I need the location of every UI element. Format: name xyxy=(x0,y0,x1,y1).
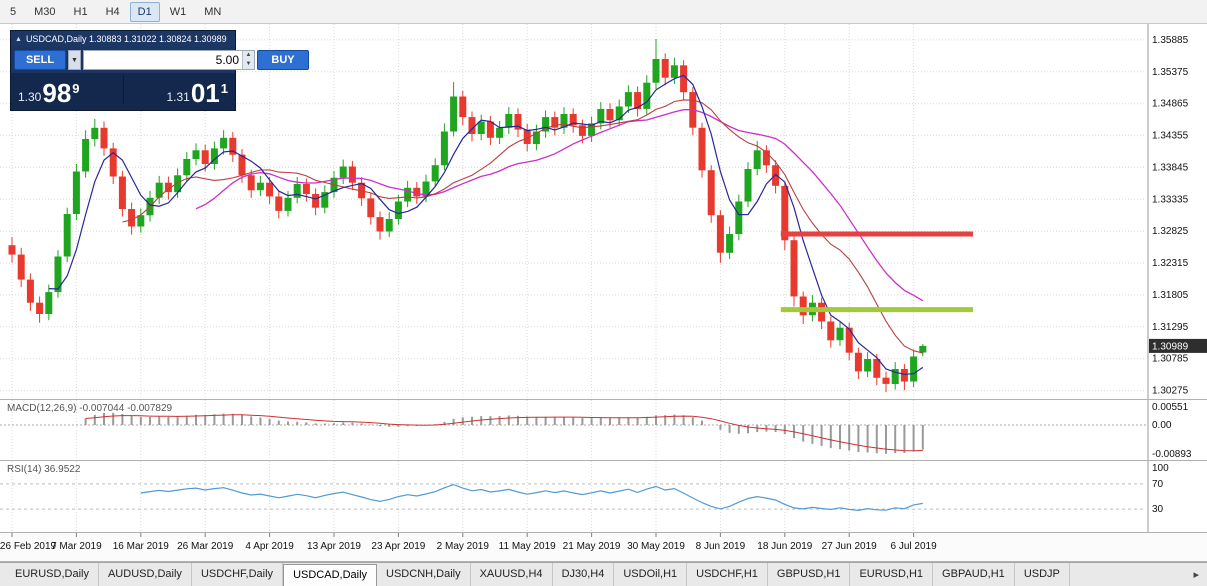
svg-text:16 Mar 2019: 16 Mar 2019 xyxy=(113,541,170,552)
svg-text:26 Feb 2019: 26 Feb 2019 xyxy=(0,541,57,552)
svg-text:1.34865: 1.34865 xyxy=(1152,99,1189,110)
one-click-trading-panel: ▲ USDCAD,Daily 1.30883 1.31022 1.30824 1… xyxy=(10,30,309,111)
tab-dj30-h4[interactable]: DJ30,H4 xyxy=(553,563,615,586)
svg-text:1.31805: 1.31805 xyxy=(1152,290,1189,301)
price-divider xyxy=(122,75,124,104)
ask-price[interactable]: 1.31 01 1 xyxy=(130,78,228,108)
volume-dropdown-icon[interactable]: ▼ xyxy=(68,50,81,70)
svg-text:27 Jun 2019: 27 Jun 2019 xyxy=(822,541,877,552)
collapse-icon[interactable]: ▲ xyxy=(15,35,22,43)
svg-text:18 Jun 2019: 18 Jun 2019 xyxy=(757,541,812,552)
tab-gbpaud-h1[interactable]: GBPAUD,H1 xyxy=(933,563,1015,586)
svg-text:21 May 2019: 21 May 2019 xyxy=(563,541,621,552)
timeframe-w1[interactable]: W1 xyxy=(162,2,195,22)
svg-text:1.30989: 1.30989 xyxy=(1152,341,1189,352)
svg-text:23 Apr 2019: 23 Apr 2019 xyxy=(371,541,425,552)
svg-text:0.00551: 0.00551 xyxy=(1152,402,1189,413)
tab-usdcad-daily[interactable]: USDCAD,Daily xyxy=(283,564,378,586)
volume-spin-down-icon[interactable]: ▼ xyxy=(245,61,252,67)
svg-text:1.33845: 1.33845 xyxy=(1152,162,1189,173)
sell-button[interactable]: SELL xyxy=(14,50,66,70)
tab-usdjp[interactable]: USDJP xyxy=(1015,563,1070,586)
timeframe-m30[interactable]: M30 xyxy=(26,2,63,22)
bid-sup: 9 xyxy=(72,81,80,96)
timeframe-mn[interactable]: MN xyxy=(196,2,229,22)
svg-text:2 May 2019: 2 May 2019 xyxy=(437,541,490,552)
svg-text:1.30275: 1.30275 xyxy=(1152,386,1189,397)
main-chart[interactable]: 1.35885 1.35375 1.34865 1.34355 1.33845 1.333… xyxy=(0,24,1207,400)
svg-text:1.34355: 1.34355 xyxy=(1152,131,1189,142)
svg-text:1.30785: 1.30785 xyxy=(1152,354,1189,365)
ask-big: 01 xyxy=(190,78,220,108)
tab-usdchf-daily[interactable]: USDCHF,Daily xyxy=(192,563,284,586)
svg-text:30 May 2019: 30 May 2019 xyxy=(627,541,685,552)
svg-text:26 Mar 2019: 26 Mar 2019 xyxy=(177,541,234,552)
tab-scroll-right-icon[interactable]: ▸ xyxy=(1193,569,1199,581)
timeframe-h4[interactable]: H4 xyxy=(98,2,128,22)
svg-text:70: 70 xyxy=(1152,479,1164,490)
bid-price[interactable]: 1.30 98 9 xyxy=(18,80,117,106)
svg-text:1.32315: 1.32315 xyxy=(1152,258,1189,269)
volume-field: ▲ ▼ xyxy=(83,50,255,70)
ask-sup: 1 xyxy=(220,81,228,96)
tab-eurusd-h1[interactable]: EURUSD,H1 xyxy=(850,563,934,586)
svg-text:13 Apr 2019: 13 Apr 2019 xyxy=(307,541,361,552)
buy-button[interactable]: BUY xyxy=(257,50,309,70)
volume-input[interactable] xyxy=(84,51,242,69)
ask-small: 1.31 xyxy=(166,90,190,104)
timeframe-toolbar: 5 M30 H1 H4 D1 W1 MN xyxy=(0,0,1207,24)
timeframe-d1[interactable]: D1 xyxy=(129,1,160,22)
bid-big: 98 xyxy=(42,78,72,108)
symbol-tabs: EURUSD,Daily AUDUSD,Daily USDCHF,Daily USDC… xyxy=(0,562,1207,586)
bid-ask-display: 1.30 98 9 1.31 01 1 xyxy=(11,73,235,110)
svg-text:100: 100 xyxy=(1152,463,1169,474)
rsi-panel-chart[interactable]: 100 70 30 xyxy=(0,461,1207,533)
svg-text:4 Apr 2019: 4 Apr 2019 xyxy=(245,541,294,552)
svg-text:1.35375: 1.35375 xyxy=(1152,67,1189,78)
svg-text:11 May 2019: 11 May 2019 xyxy=(499,541,557,552)
tab-usdcnh-daily[interactable]: USDCNH,Daily xyxy=(377,563,471,586)
bid-small: 1.30 xyxy=(18,90,42,104)
tab-usdchf-h1[interactable]: USDCHF,H1 xyxy=(687,563,768,586)
svg-text:1.35885: 1.35885 xyxy=(1152,35,1189,46)
svg-text:8 Jun 2019: 8 Jun 2019 xyxy=(696,541,746,552)
svg-text:-0.00893: -0.00893 xyxy=(1152,449,1192,460)
tab-xauusd-h4[interactable]: XAUUSD,H4 xyxy=(471,563,553,586)
svg-text:0.00: 0.00 xyxy=(1152,420,1172,431)
tab-audusd-daily[interactable]: AUDUSD,Daily xyxy=(99,563,192,586)
tab-usdoil-h1[interactable]: USDOil,H1 xyxy=(614,563,688,586)
tab-gbpusd-h1[interactable]: GBPUSD,H1 xyxy=(768,563,851,586)
svg-text:7 Mar 2019: 7 Mar 2019 xyxy=(51,541,102,552)
volume-spinner: ▲ ▼ xyxy=(242,51,254,69)
svg-text:1.33335: 1.33335 xyxy=(1152,194,1189,205)
chart-title: USDCAD,Daily 1.30883 1.31022 1.30824 1.3… xyxy=(25,34,227,44)
volume-spin-up-icon[interactable]: ▲ xyxy=(245,52,252,58)
chart-title-bar[interactable]: ▲ USDCAD,Daily 1.30883 1.31022 1.30824 1… xyxy=(11,31,235,47)
timeframe-5[interactable]: 5 xyxy=(2,2,24,22)
svg-text:1.32825: 1.32825 xyxy=(1152,226,1189,237)
svg-text:6 Jul 2019: 6 Jul 2019 xyxy=(891,541,938,552)
trade-controls: SELL ▼ ▲ ▼ BUY xyxy=(11,47,309,73)
macd-panel-chart[interactable]: 0.00551 0.00 -0.00893 xyxy=(0,400,1207,461)
timeframe-h1[interactable]: H1 xyxy=(66,2,96,22)
svg-text:1.31295: 1.31295 xyxy=(1152,322,1189,333)
svg-text:30: 30 xyxy=(1152,504,1164,515)
tab-eurusd-daily[interactable]: EURUSD,Daily xyxy=(6,563,99,586)
